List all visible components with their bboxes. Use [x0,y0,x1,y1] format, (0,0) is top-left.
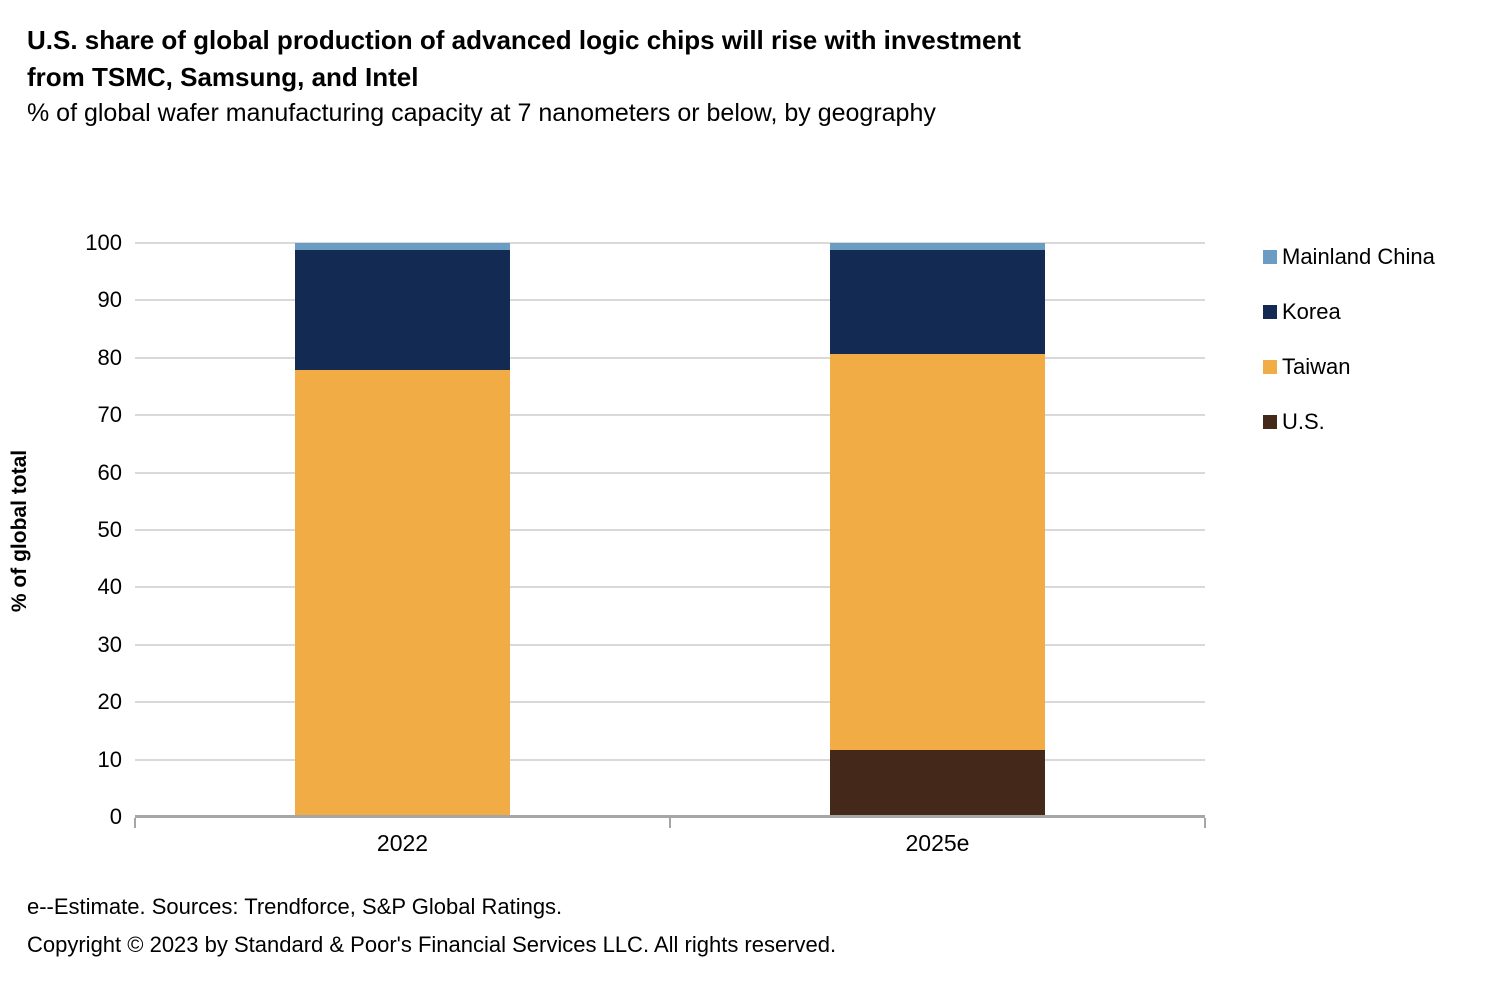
gridline-10 [135,758,1205,761]
x-axis-tick-mark [134,818,136,828]
gridline-70 [135,414,1205,417]
plot-area [134,242,1206,828]
y-tick-label-70: 70 [97,402,122,428]
legend-item-u-s-: U.S. [1263,410,1435,434]
chart-subtitle: % of global wafer manufacturing capacity… [27,99,936,127]
chart-title: U.S. share of global production of advan… [27,25,1021,92]
y-tick-label-90: 90 [97,287,122,313]
y-tick-label-50: 50 [97,517,122,542]
y-tick-label-30: 30 [97,631,122,657]
bar-segment-taiwan-2022 [295,370,510,817]
legend-swatch-icon [1263,305,1277,319]
x-tick-label-2025e: 2025e [905,830,970,856]
legend-label: Mainland China [1282,244,1435,269]
legend-item-mainland-china: Mainland China [1263,245,1435,269]
gridline-100 [135,242,1205,244]
bar-segment-korea-2025e [830,250,1045,355]
y-tick-label-0: 0 [109,804,122,829]
legend-swatch-icon [1263,250,1277,264]
y-tick-label-60: 60 [97,459,122,485]
y-axis-tick-labels: 0 10 20 30 40 50 60 70 80 90 100 [18,232,122,828]
bar-segment-mainland-china-2022 [295,243,510,250]
gridline-20 [135,701,1205,704]
x-axis-tick-mark [669,818,671,828]
legend-swatch-icon [1263,360,1277,374]
legend-label: U.S. [1282,409,1325,434]
gridline-80 [135,356,1205,359]
bar-stack-2025e [830,243,1045,817]
bar-segment-mainland-china-2025e [830,243,1045,251]
x-axis-tick-labels: 2022 2025e [135,830,1205,864]
legend-swatch-icon [1263,415,1277,429]
x-axis-line [135,815,1205,818]
gridline-90 [135,299,1205,302]
y-tick-label-40: 40 [97,574,122,600]
y-tick-label-80: 80 [97,344,122,370]
legend-label: Korea [1282,299,1341,324]
bar-stack-2022 [295,243,510,817]
y-tick-label-10: 10 [97,746,122,772]
gridline-30 [135,643,1205,646]
bar-segment-u-s--2025e [830,750,1045,817]
legend-label: Taiwan [1282,354,1351,379]
bar-segment-korea-2022 [295,249,510,371]
x-axis-tick-mark [1204,818,1206,828]
gridline-60 [135,471,1205,474]
legend-item-korea: Korea [1263,300,1435,324]
gridline-50 [135,529,1205,531]
chart-footer: e--Estimate. Sources: Trendforce, S&P Gl… [27,888,836,964]
footer-copyright-line: Copyright © 2023 by Standard & Poor's Fi… [27,932,837,957]
legend-item-taiwan: Taiwan [1263,355,1435,379]
bar-segment-taiwan-2025e [830,354,1045,751]
y-tick-label-20: 20 [97,689,122,715]
chart-legend: Mainland China Korea Taiwan U.S. [1263,245,1435,465]
footer-source-line: e--Estimate. Sources: Trendforce, S&P Gl… [27,894,563,919]
x-tick-label-2022: 2022 [376,830,429,856]
y-tick-label-100: 100 [85,230,122,255]
gridline-40 [135,586,1205,589]
